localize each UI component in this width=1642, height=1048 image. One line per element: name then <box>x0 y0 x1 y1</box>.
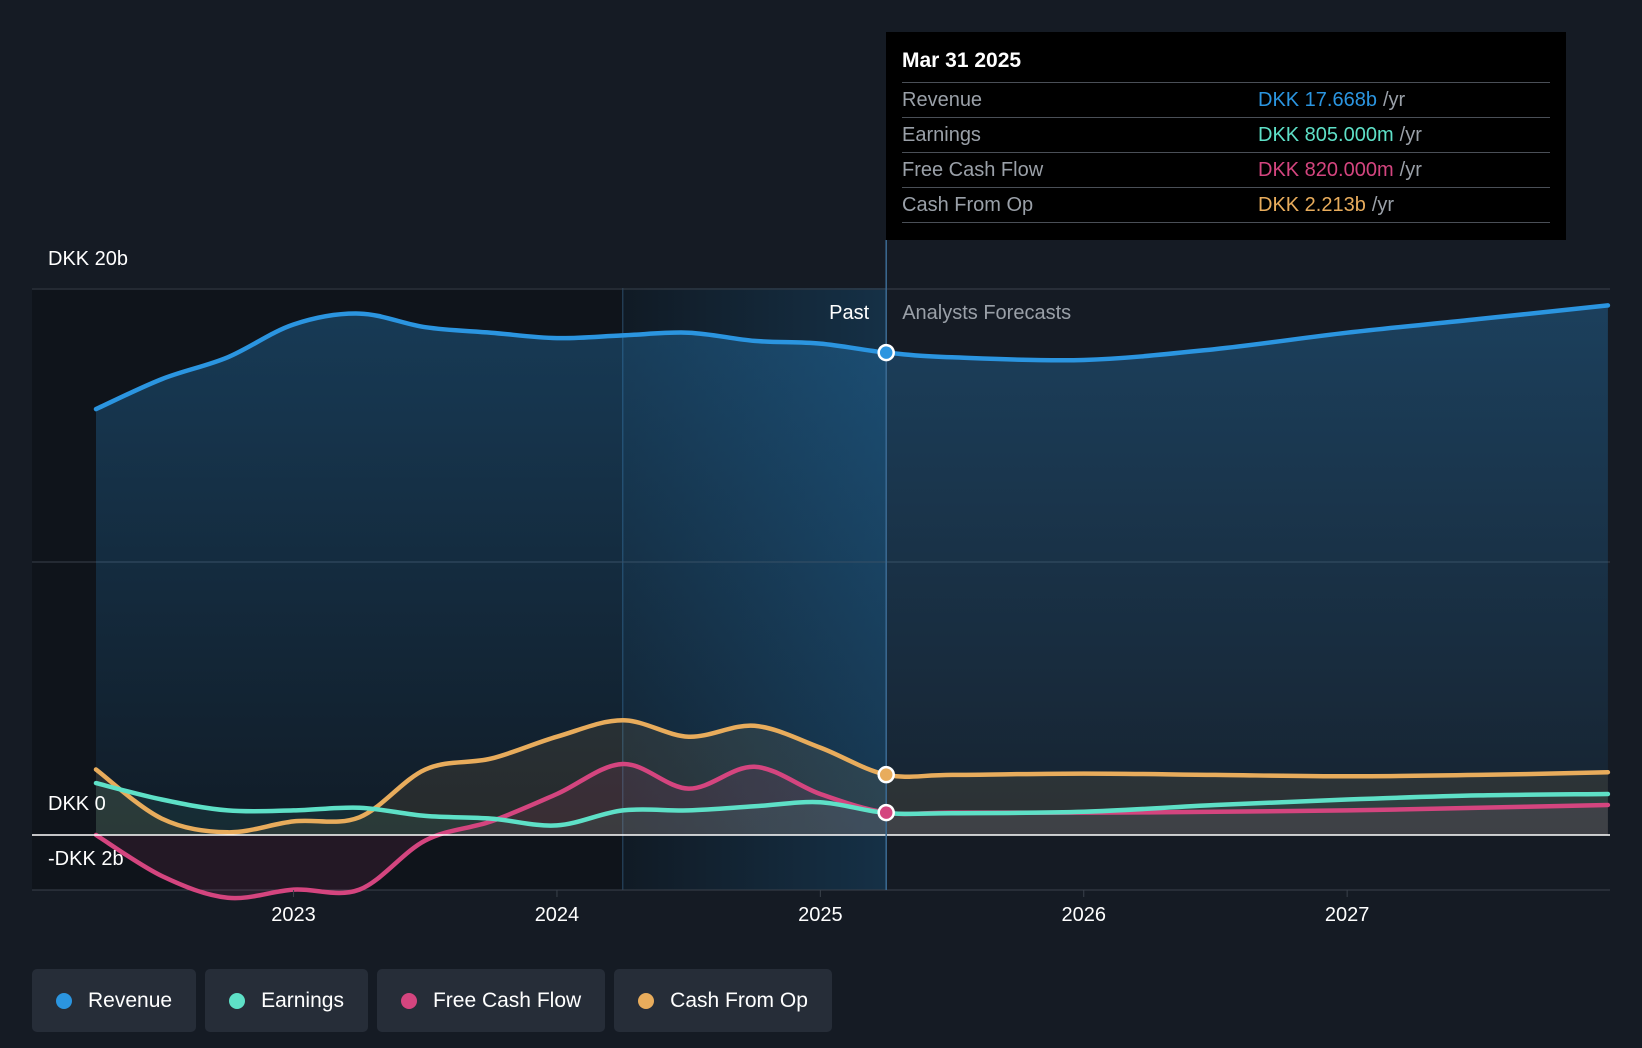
legend-label: Cash From Op <box>670 988 808 1012</box>
x-tick-label: 2027 <box>1325 904 1370 926</box>
tooltip-row-fcf: Free Cash Flow DKK 820.000m /yr <box>902 152 1550 187</box>
tooltip-value: DKK 820.000m <box>1258 158 1394 181</box>
cfo-line <box>93 718 1611 835</box>
y-tick-label: DKK 20b <box>48 248 128 270</box>
earnings-dot-icon <box>229 992 246 1009</box>
y-tick-label: DKK 0 <box>48 793 106 815</box>
legend-label: Free Cash Flow <box>432 988 582 1012</box>
tooltip-unit: /yr <box>1399 158 1422 181</box>
earnings-line <box>93 780 1611 828</box>
legend: Revenue Earnings Free Cash Flow Cash Fro… <box>32 969 832 1032</box>
legend-item-earnings[interactable]: Earnings <box>205 969 368 1032</box>
legend-label: Earnings <box>261 988 344 1012</box>
x-tick-label: 2026 <box>1062 904 1107 926</box>
legend-item-free-cash-flow[interactable]: Free Cash Flow <box>376 969 606 1032</box>
legend-item-cash-from-op[interactable]: Cash From Op <box>614 969 832 1032</box>
fcf-area <box>96 763 1608 899</box>
tooltip-value: DKK 17.668b <box>1258 88 1377 111</box>
revenue-area <box>96 305 1608 835</box>
cfo-dot-icon <box>638 992 655 1009</box>
x-axis-labels: 2023 2024 2025 2026 2027 <box>271 890 1369 926</box>
series-lines <box>32 303 1611 901</box>
fcf-line <box>93 761 1611 901</box>
forecast-label: Analysts Forecasts <box>902 302 1071 324</box>
tooltip-unit: /yr <box>1382 88 1406 111</box>
tooltip-value: DKK 2.213b <box>1258 193 1366 216</box>
revenue-line <box>93 303 1611 412</box>
hover-markers <box>877 343 895 822</box>
revenue-dot-icon <box>56 992 72 1009</box>
legend-label: Revenue <box>88 988 173 1012</box>
tooltip-row-cfo: Cash From Op DKK 2.213b /yr <box>902 187 1550 223</box>
y-axis-labels: DKK 20b DKK 0 -DKK 2b <box>48 248 128 870</box>
tooltip-label: Revenue <box>902 88 983 111</box>
tooltip: Mar 31 2025 Revenue DKK 17.668b /yr Earn… <box>886 32 1566 240</box>
past-label: Past <box>829 302 869 324</box>
revenue-marker[interactable] <box>877 343 895 362</box>
legend-item-revenue[interactable]: Revenue <box>32 969 197 1032</box>
tooltip-row-revenue: Revenue DKK 17.668b /yr <box>902 82 1550 117</box>
tooltip-unit: /yr <box>1371 193 1395 216</box>
tooltip-label: Free Cash Flow <box>902 158 1044 181</box>
fcf-dot-icon <box>400 992 417 1009</box>
x-tick-label: 2024 <box>535 904 580 926</box>
tooltip-label: Earnings <box>902 123 981 146</box>
x-tick-label: 2025 <box>798 904 843 926</box>
y-tick-label: -DKK 2b <box>48 848 124 870</box>
x-tick-label: 2023 <box>271 904 316 926</box>
tooltip-date: Mar 31 2025 <box>902 49 1022 72</box>
tooltip-unit: /yr <box>1399 123 1422 146</box>
cfo-marker[interactable] <box>877 765 895 784</box>
tooltip-label: Cash From Op <box>902 193 1034 216</box>
fcf-marker[interactable] <box>877 803 895 822</box>
tooltip-row-earnings: Earnings DKK 805.000m /yr <box>902 117 1550 152</box>
tooltip-value: DKK 805.000m <box>1258 123 1394 146</box>
